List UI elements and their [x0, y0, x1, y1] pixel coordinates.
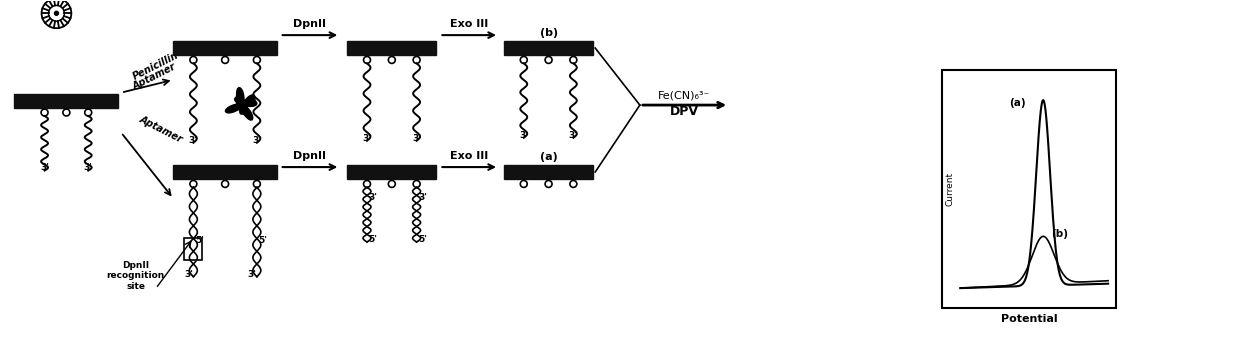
Text: 3': 3'	[569, 131, 578, 140]
Text: 3': 3'	[248, 270, 257, 279]
Text: 3': 3'	[184, 270, 193, 279]
Bar	[185, 238, 202, 260]
Bar	[942, 70, 1116, 308]
Text: DpnII
recognition
site: DpnII recognition site	[107, 261, 165, 291]
Bar	[347, 41, 436, 55]
Bar	[174, 165, 278, 179]
Bar	[15, 94, 119, 108]
Text: 3': 3'	[418, 193, 427, 202]
Bar	[174, 41, 278, 55]
Text: 3': 3'	[253, 136, 262, 145]
Polygon shape	[226, 88, 257, 120]
Bar	[503, 41, 593, 55]
Text: DpnII: DpnII	[294, 19, 326, 29]
Text: Exo III: Exo III	[450, 19, 489, 29]
Text: 5': 5'	[418, 235, 427, 244]
Text: Potential: Potential	[1001, 314, 1058, 324]
Text: DPV: DPV	[670, 105, 699, 118]
Text: Aptamer: Aptamer	[131, 61, 177, 92]
Text: (b): (b)	[1052, 229, 1068, 239]
Text: 3': 3'	[520, 131, 528, 140]
Text: 3': 3'	[412, 134, 422, 143]
Text: 3': 3'	[40, 162, 50, 172]
Text: (a): (a)	[539, 152, 558, 162]
Text: 3': 3'	[188, 136, 198, 145]
Circle shape	[55, 11, 58, 15]
Text: 3': 3'	[368, 193, 377, 202]
Text: Aptamer: Aptamer	[138, 114, 185, 144]
Text: 5': 5'	[258, 236, 268, 245]
Text: (a): (a)	[1008, 98, 1025, 108]
Text: (b): (b)	[539, 28, 558, 38]
Text: Exo III: Exo III	[450, 151, 489, 161]
Text: 5': 5'	[195, 236, 203, 245]
Bar	[347, 165, 436, 179]
Text: 5': 5'	[368, 235, 377, 244]
Text: 3': 3'	[362, 134, 372, 143]
Text: 3': 3'	[84, 162, 93, 172]
Text: DpnII: DpnII	[294, 151, 326, 161]
Bar	[503, 165, 593, 179]
Text: Fe(CN)₆³⁻: Fe(CN)₆³⁻	[658, 90, 711, 100]
Text: Current: Current	[946, 172, 955, 206]
Text: Penicillin: Penicillin	[131, 50, 180, 82]
